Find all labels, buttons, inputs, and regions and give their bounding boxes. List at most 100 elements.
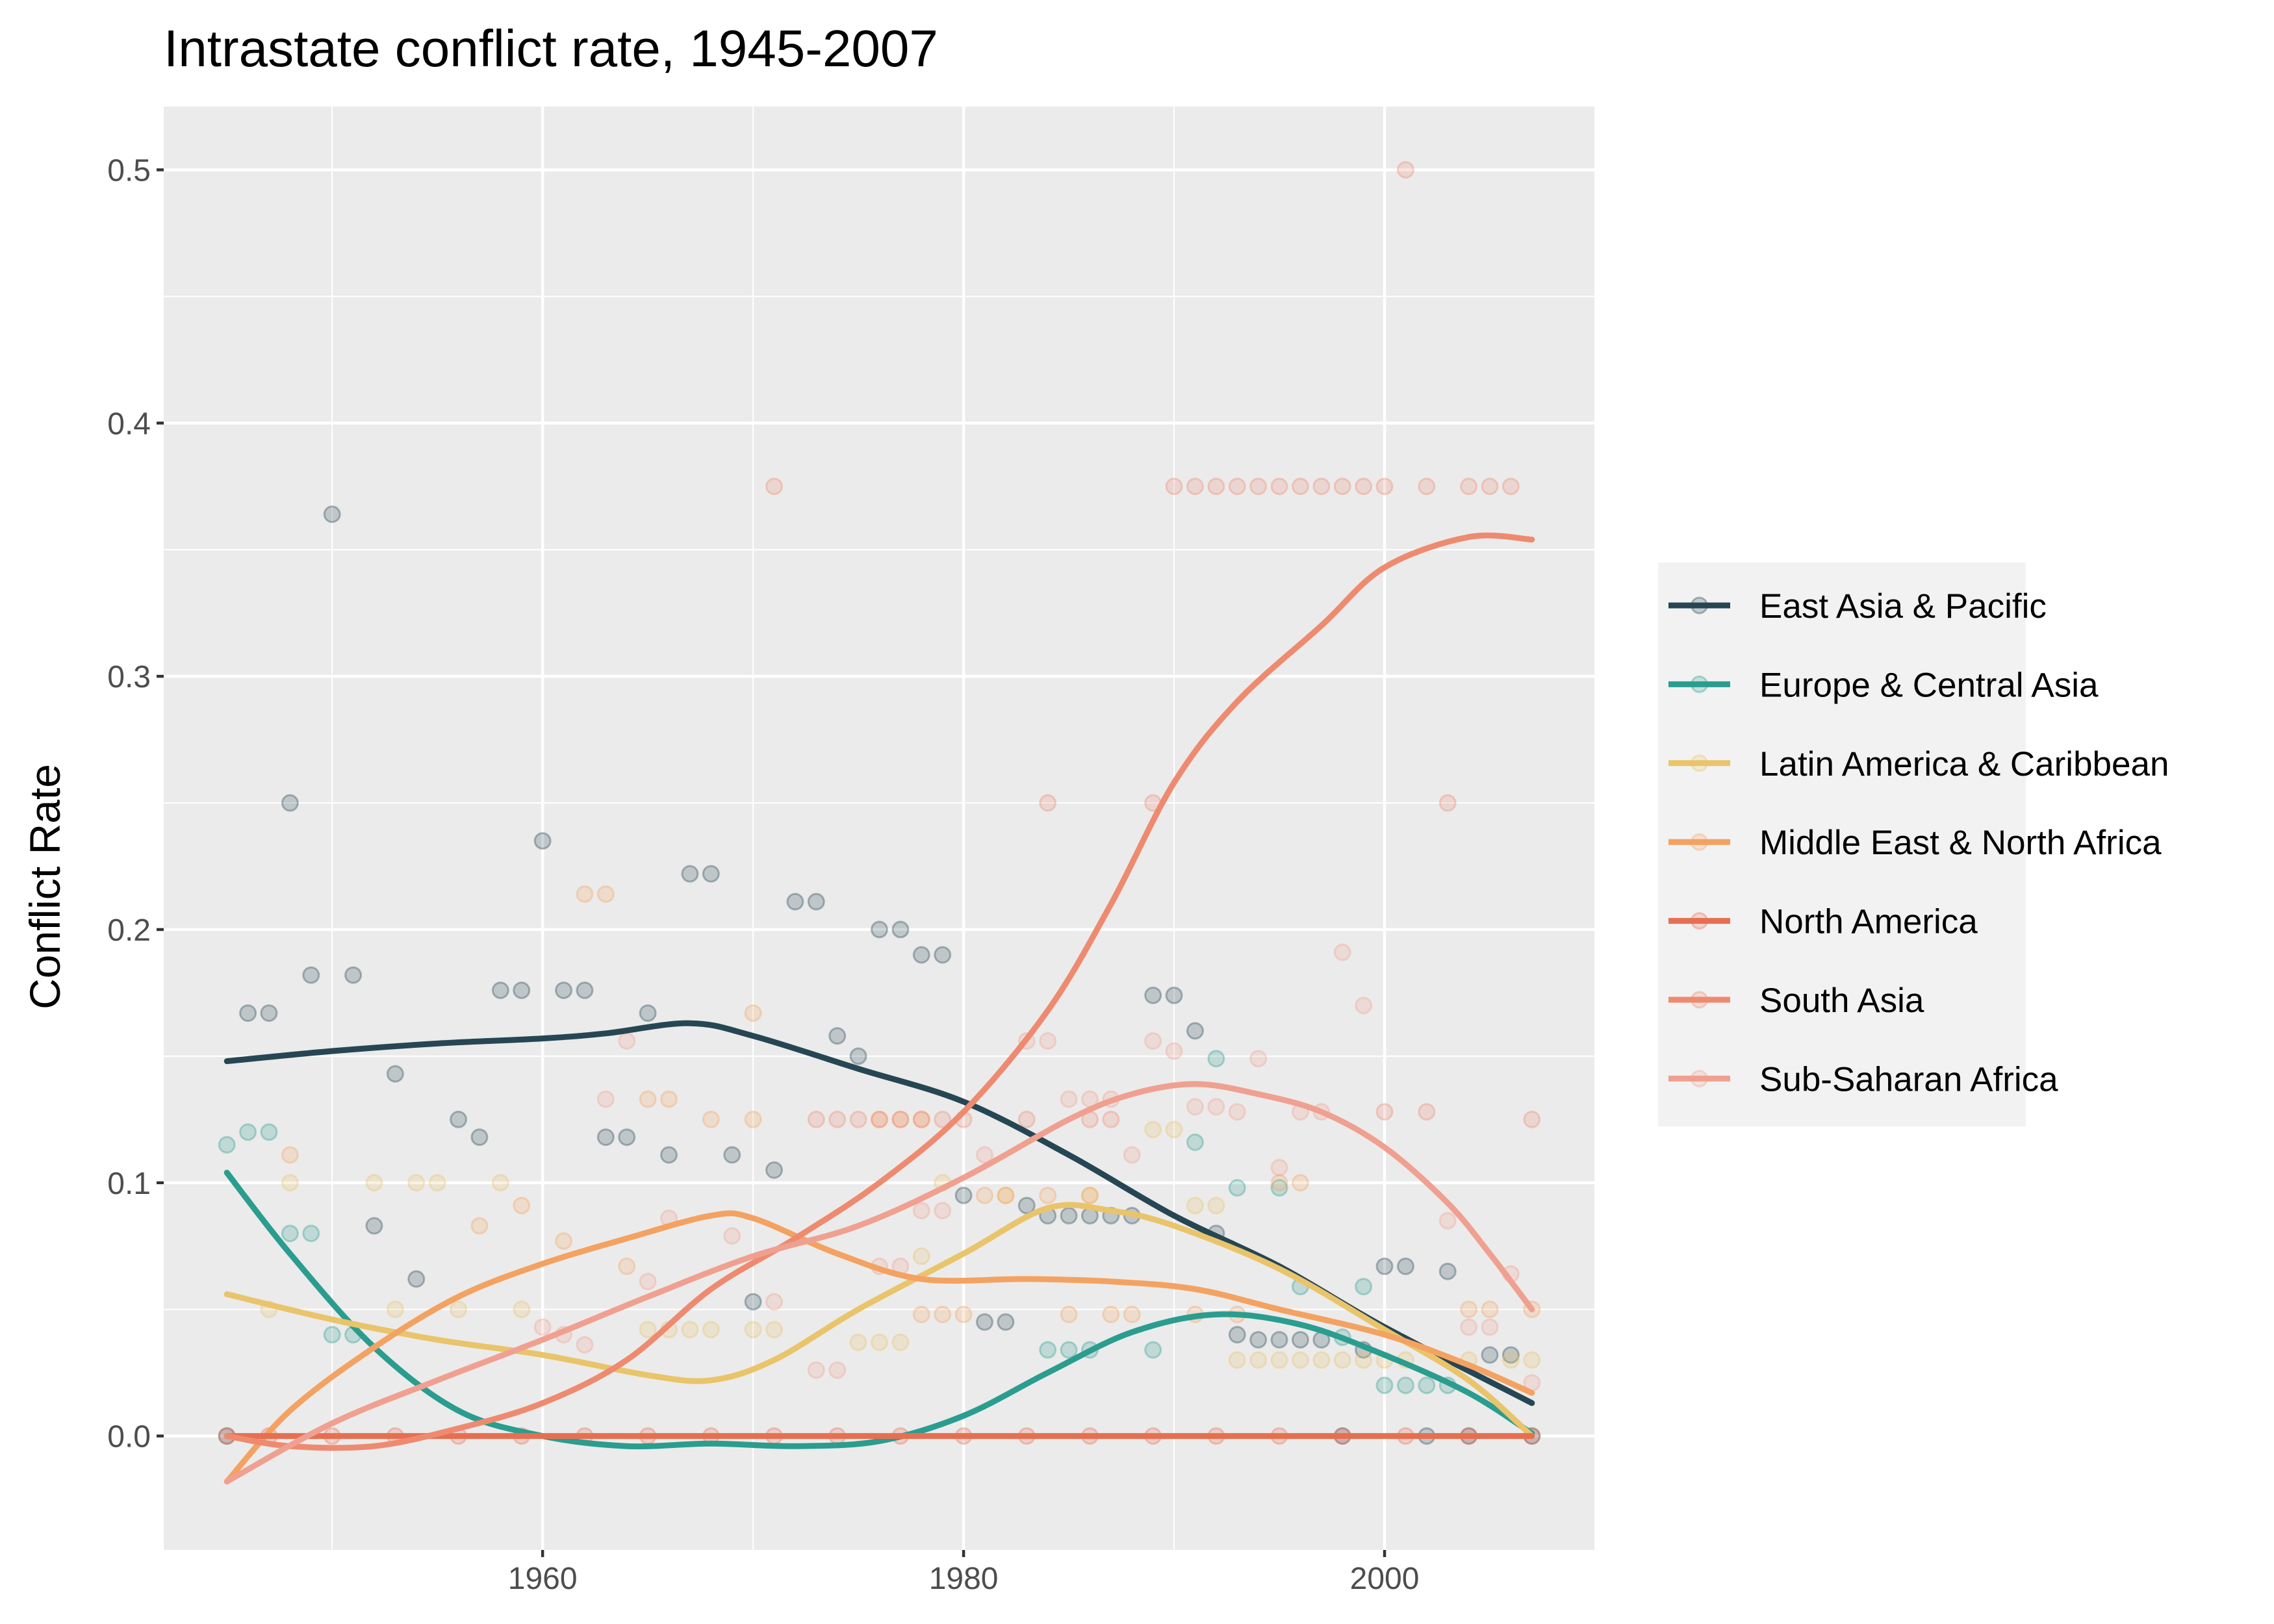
data-point <box>576 1336 594 1354</box>
data-point <box>596 885 615 903</box>
data-point <box>491 1174 509 1192</box>
data-point <box>1355 1351 1373 1369</box>
x-tick-label: 1980 <box>929 1562 999 1596</box>
y-tick-label: 0.4 <box>107 407 151 441</box>
legend-item-south-asia: South Asia <box>1668 982 1924 1020</box>
data-point <box>891 920 910 939</box>
data-point <box>765 477 784 496</box>
legend-label: South Asia <box>1759 982 1924 1020</box>
data-point <box>1186 477 1204 496</box>
data-point <box>1080 1186 1099 1204</box>
data-point <box>786 893 804 911</box>
data-point <box>639 1321 657 1339</box>
legend-label: Europe & Central Asia <box>1759 666 2099 704</box>
data-point <box>1039 1186 1057 1204</box>
data-point <box>702 865 720 883</box>
data-point <box>533 831 552 850</box>
data-point <box>1501 477 1520 496</box>
data-point <box>807 1361 825 1379</box>
data-point <box>1228 1351 1246 1369</box>
data-point <box>997 1186 1015 1204</box>
data-point <box>386 1300 404 1319</box>
data-point <box>1270 1174 1288 1192</box>
lines-layer <box>224 532 1535 1485</box>
data-point <box>1249 1050 1268 1068</box>
legend-item-middle-east-and-north-africa: Middle East & North Africa <box>1668 824 2162 862</box>
data-point <box>1375 477 1394 496</box>
data-point <box>1039 794 1057 812</box>
data-point <box>849 1047 867 1065</box>
data-point <box>1438 1212 1457 1230</box>
data-point <box>765 1321 784 1339</box>
data-point <box>618 1128 636 1147</box>
data-point <box>1355 477 1373 496</box>
data-point <box>555 1232 573 1250</box>
data-point <box>1017 1197 1036 1215</box>
data-point <box>1460 477 1478 496</box>
data-point <box>470 1217 489 1235</box>
data-point <box>365 1217 383 1235</box>
data-point <box>1228 477 1246 496</box>
legend-item-europe-and-central-asia: Europe & Central Asia <box>1668 666 2099 704</box>
data-point <box>281 794 299 812</box>
data-point <box>596 1128 615 1147</box>
data-point <box>1501 1351 1520 1369</box>
y-axis-title: Conflict Rate <box>21 764 69 1009</box>
data-point <box>218 1136 236 1154</box>
data-point <box>1312 1351 1331 1369</box>
y-tick-label: 0.1 <box>107 1167 151 1201</box>
data-point <box>1017 1110 1036 1128</box>
data-point <box>660 1146 678 1164</box>
data-point <box>702 1110 720 1128</box>
data-point <box>723 1227 741 1245</box>
x-tick-label: 1960 <box>508 1562 578 1596</box>
data-point <box>1123 1146 1141 1164</box>
data-point <box>1270 1179 1288 1197</box>
data-point <box>871 1333 888 1351</box>
data-point <box>1060 1305 1078 1323</box>
legend-label: Latin America & Caribbean <box>1759 745 2169 783</box>
points-europe-and-central-asia <box>218 1050 1457 1395</box>
data-point <box>1060 1090 1078 1108</box>
data-point <box>1333 477 1351 496</box>
data-point <box>871 1110 888 1128</box>
data-point <box>302 966 320 984</box>
data-point <box>1481 1318 1499 1336</box>
series-line-sub-saharan-africa <box>224 1081 1535 1485</box>
data-point <box>997 1186 1015 1204</box>
data-point <box>1396 160 1414 179</box>
data-point <box>871 920 888 939</box>
data-point <box>555 981 573 999</box>
series-line-europe-and-central-asia <box>224 1169 1535 1450</box>
data-point <box>1249 1351 1268 1369</box>
chart-title: Intrastate conflict rate, 1945-2007 <box>164 19 938 77</box>
data-point <box>912 1247 930 1265</box>
points-middle-east-and-north-africa <box>281 885 1541 1323</box>
data-point <box>1523 1110 1541 1128</box>
points-layer <box>218 160 1541 1445</box>
data-point <box>1375 1257 1394 1275</box>
data-point <box>660 1090 678 1108</box>
data-point <box>1418 1377 1436 1395</box>
data-point <box>1207 477 1225 496</box>
data-point <box>1270 477 1288 496</box>
points-east-asia-and-pacific <box>218 505 1541 1445</box>
data-point <box>365 1174 383 1192</box>
data-point <box>1060 1341 1078 1359</box>
data-point <box>576 885 594 903</box>
y-tick-label: 0.3 <box>107 660 151 694</box>
series-line-middle-east-and-north-africa <box>224 1210 1535 1485</box>
grid-minor <box>164 107 1596 1550</box>
data-point <box>1375 1103 1394 1121</box>
legend-item-sub-saharan-africa: Sub-Saharan Africa <box>1668 1060 2058 1098</box>
data-point <box>1186 1133 1204 1151</box>
data-point <box>1039 1032 1057 1050</box>
data-point <box>1291 1330 1309 1349</box>
data-point <box>491 981 509 999</box>
y-axis-ticks: 0.0 0.1 0.2 0.3 0.4 0.5 <box>107 153 164 1454</box>
data-point <box>639 1273 657 1291</box>
data-point <box>765 1293 784 1311</box>
points-south-asia <box>765 160 1541 1128</box>
data-point <box>1355 1278 1373 1296</box>
